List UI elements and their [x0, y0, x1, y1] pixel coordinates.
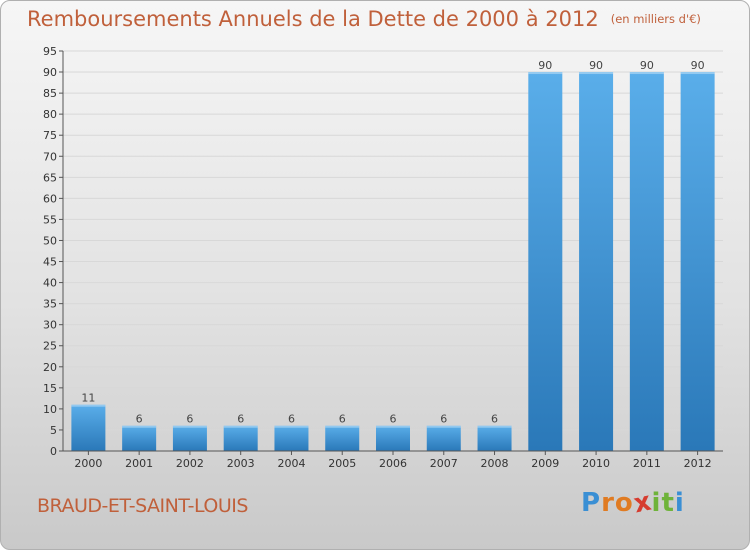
- logo-letter: o: [614, 488, 634, 518]
- y-tick-label: 60: [43, 192, 57, 205]
- x-tick-label: 2004: [277, 457, 305, 470]
- x-tick-label: 2006: [379, 457, 407, 470]
- data-label: 6: [440, 413, 447, 426]
- proxiti-logo: Proxiti: [581, 486, 685, 519]
- x-tick-label: 2011: [633, 457, 661, 470]
- bar: [477, 425, 512, 451]
- bar: [528, 72, 563, 451]
- y-tick-label: 80: [43, 108, 57, 121]
- logo-letter: t: [661, 488, 675, 518]
- bar: [426, 425, 461, 451]
- data-label: 90: [640, 59, 654, 72]
- bar: [71, 404, 106, 451]
- data-label: 11: [81, 392, 95, 405]
- y-tick-label: 45: [43, 256, 57, 269]
- bar-highlight: [579, 72, 614, 75]
- logo-letter: r: [601, 488, 615, 518]
- x-tick-label: 2001: [125, 457, 153, 470]
- x-tick-label: 2000: [74, 457, 102, 470]
- y-tick-label: 85: [43, 87, 57, 100]
- data-labels: 11 6 6 6 6 6 6 6 6 90 90 90 90: [81, 59, 704, 426]
- bar-highlight: [629, 72, 664, 75]
- y-tick-label: 35: [43, 298, 57, 311]
- town-name: BRAUD-ET-SAINT-LOUIS: [37, 495, 248, 517]
- x-tick-label: 2010: [582, 457, 610, 470]
- y-tick-label: 55: [43, 213, 57, 226]
- data-label: 6: [491, 413, 498, 426]
- data-label: 6: [136, 413, 143, 426]
- logo-letter: P: [581, 488, 602, 518]
- y-tick-label: 70: [43, 150, 57, 163]
- data-label: 6: [288, 413, 295, 426]
- bar: [223, 425, 258, 451]
- bar-highlight: [71, 404, 106, 407]
- y-tick-label: 20: [43, 361, 57, 374]
- chart-title-text: Remboursements Annuels de la Dette de 20…: [27, 7, 599, 31]
- grid-lines: [63, 50, 723, 431]
- data-label: 6: [390, 413, 397, 426]
- bar: [579, 72, 614, 451]
- data-label: 90: [589, 59, 603, 72]
- y-tick-label: 5: [50, 424, 57, 437]
- y-tick-label: 90: [43, 66, 57, 79]
- y-tick-label: 50: [43, 234, 57, 247]
- x-tick-label: 2008: [481, 457, 509, 470]
- y-tick-label: 25: [43, 340, 57, 353]
- bar-highlight: [477, 425, 512, 428]
- bar: [274, 425, 309, 451]
- logo-letter: i: [674, 488, 685, 518]
- bar: [680, 72, 715, 451]
- y-tick-label: 0: [50, 445, 57, 458]
- data-label: 6: [339, 413, 346, 426]
- bar: [325, 425, 360, 451]
- y-tick-label: 95: [43, 45, 57, 58]
- x-tick-label: 2012: [684, 457, 712, 470]
- x-tick-label: 2005: [328, 457, 356, 470]
- bars: [71, 72, 715, 451]
- bar-highlight: [274, 425, 309, 428]
- x-tick-label: 2009: [531, 457, 559, 470]
- x-tick-label: 2002: [176, 457, 204, 470]
- bar: [172, 425, 207, 451]
- data-label: 6: [237, 413, 244, 426]
- y-axis-ticks: 0 5 10 15 20 25 30 35 40 45 50 55 60 65 70 75 80 85 90 95: [43, 45, 63, 458]
- y-tick-label: 40: [43, 277, 57, 290]
- bar: [376, 425, 410, 451]
- bar-highlight: [325, 425, 360, 428]
- bar-highlight: [680, 72, 715, 75]
- y-tick-label: 10: [43, 403, 57, 416]
- x-tick-label: 2003: [227, 457, 255, 470]
- logo-letter: i: [651, 488, 662, 518]
- bar-highlight: [172, 425, 207, 428]
- bar-highlight: [426, 425, 461, 428]
- y-tick-label: 75: [43, 129, 57, 142]
- axes: [62, 51, 723, 452]
- bar-highlight: [223, 425, 258, 428]
- bar: [122, 425, 157, 451]
- y-tick-label: 30: [43, 319, 57, 332]
- bar-highlight: [528, 72, 563, 75]
- y-tick-label: 15: [43, 382, 57, 395]
- data-label: 90: [691, 59, 705, 72]
- x-tick-label: 2007: [430, 457, 458, 470]
- chart-title: Remboursements Annuels de la Dette de 20…: [27, 7, 701, 31]
- y-tick-label: 65: [43, 171, 57, 184]
- bar-highlight: [376, 425, 410, 428]
- bar: [629, 72, 664, 451]
- data-label: 90: [538, 59, 552, 72]
- data-label: 6: [186, 413, 193, 426]
- x-axis-ticks: 2000 2001 2002 2003 2004 2005 2006 2007 2008 2009…: [74, 451, 712, 470]
- chart-unit: (en milliers d'€): [610, 12, 701, 26]
- bar-highlight: [122, 425, 157, 428]
